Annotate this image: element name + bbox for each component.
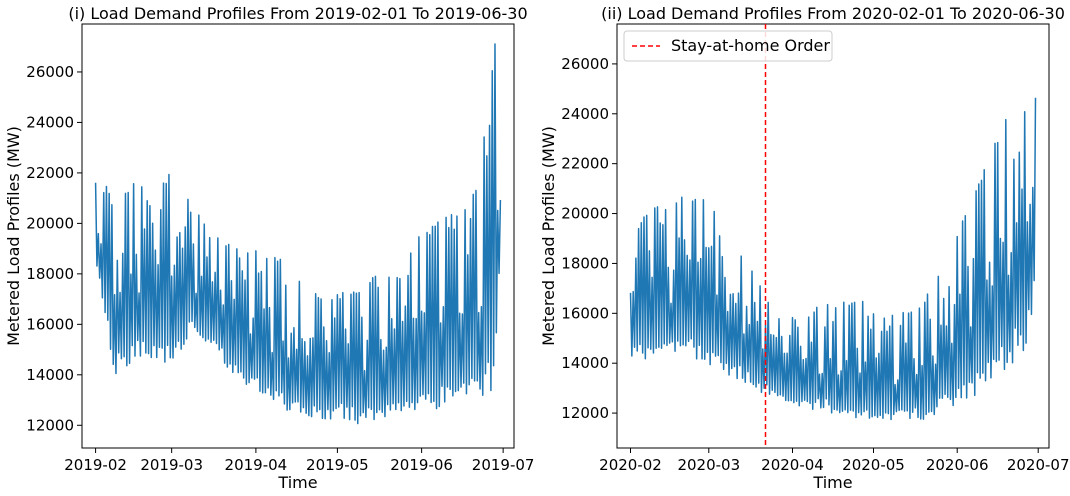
chart-panel-2: (ii) Load Demand Profiles From 2020-02-0… (539, 4, 1070, 492)
legend-label: Stay-at-home Order (671, 36, 830, 55)
x-axis-ticks: 2019-02 2019-03 2019-04 2019-05 2019-06 2019-… (64, 448, 534, 474)
x-tick-label: 2019-03 (140, 456, 203, 474)
x-tick-label: 2019-02 (64, 456, 127, 474)
x-axis-label: Time (812, 473, 852, 492)
x-tick-label: 2019-07 (472, 456, 535, 474)
x-tick-label: 2020-04 (761, 456, 824, 474)
y-tick-label: 14000 (26, 366, 74, 384)
y-tick-label: 16000 (561, 304, 609, 322)
x-tick-label: 2020-07 (1007, 456, 1070, 474)
y-tick-label: 26000 (26, 63, 74, 81)
x-tick-label: 2020-03 (677, 456, 740, 474)
x-tick-label: 2020-05 (842, 456, 905, 474)
plot-area-frame (616, 23, 1050, 449)
legend: Stay-at-home Order (623, 30, 833, 62)
y-tick-label: 24000 (561, 105, 609, 123)
y-tick-label: 20000 (26, 214, 74, 232)
chart-panel-1: (i) Load Demand Profiles From 2019-02-01… (4, 4, 534, 492)
y-tick-label: 18000 (561, 254, 609, 272)
x-tick-label: 2019-04 (225, 456, 288, 474)
x-tick-label: 2020-06 (926, 456, 989, 474)
chart-title: (ii) Load Demand Profiles From 2020-02-0… (601, 4, 1065, 23)
load-series-line (629, 97, 1037, 421)
y-tick-label: 20000 (561, 205, 609, 223)
y-tick-label: 12000 (26, 416, 74, 434)
y-axis-ticks: 12000 14000 16000 18000 20000 22000 24000 26000 (561, 55, 617, 422)
x-tick-label: 2019-06 (390, 456, 453, 474)
y-axis-label: Metered Load Profiles (MW) (539, 126, 558, 346)
y-axis-ticks: 12000 14000 16000 18000 20000 22000 24000 26000 (26, 63, 82, 434)
data-series (94, 43, 502, 425)
y-tick-label: 26000 (561, 55, 609, 73)
y-tick-label: 12000 (561, 404, 609, 422)
y-axis-label: Metered Load Profiles (MW) (4, 126, 23, 346)
x-tick-label: 2019-05 (306, 456, 369, 474)
chart-title: (i) Load Demand Profiles From 2019-02-01… (68, 4, 527, 23)
y-tick-label: 18000 (26, 265, 74, 283)
y-tick-label: 24000 (26, 113, 74, 131)
legend-box (623, 30, 833, 62)
data-series (629, 97, 1037, 421)
y-tick-label: 22000 (561, 155, 609, 173)
x-axis-label: Time (277, 473, 317, 492)
y-tick-label: 14000 (561, 354, 609, 372)
x-axis-ticks: 2020-02 2020-03 2020-04 2020-05 2020-06 2020-… (599, 448, 1070, 474)
y-tick-label: 16000 (26, 315, 74, 333)
load-series-line (94, 43, 502, 425)
y-tick-label: 22000 (26, 164, 74, 182)
plot-area-frame (81, 23, 515, 449)
x-tick-label: 2020-02 (599, 456, 662, 474)
